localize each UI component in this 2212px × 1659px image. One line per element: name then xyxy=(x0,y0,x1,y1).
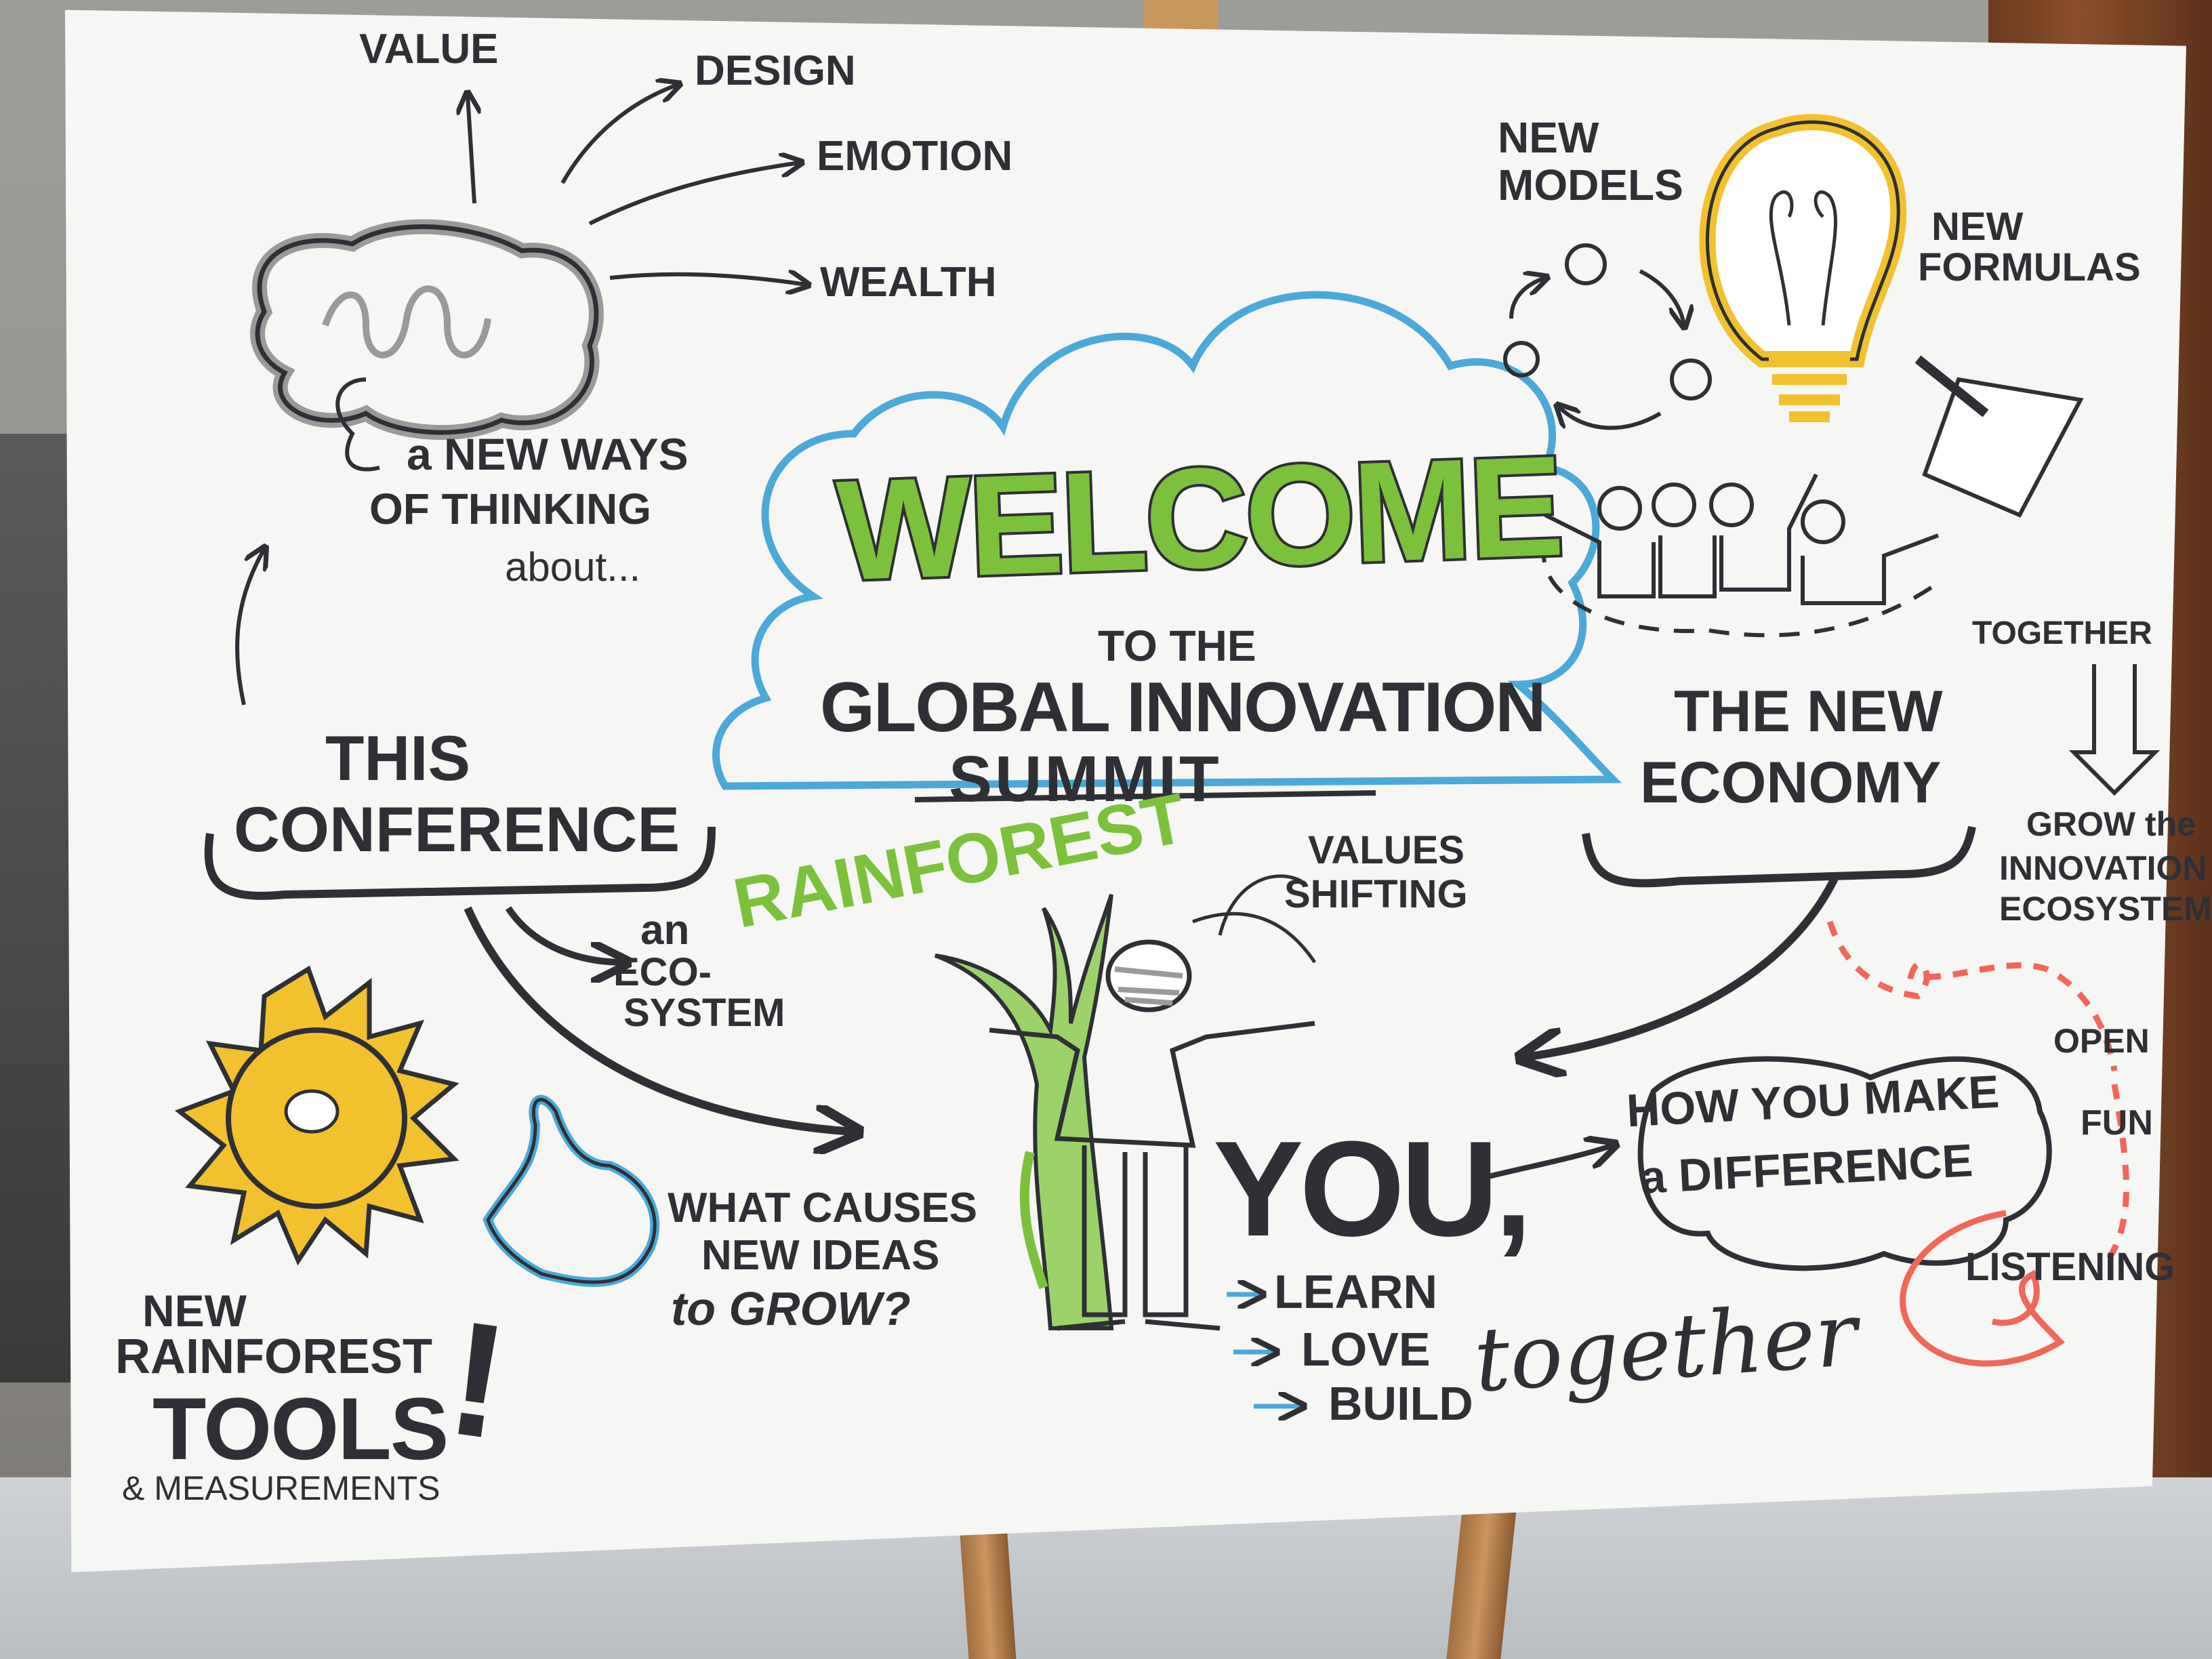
tools-line1: NEW xyxy=(142,1286,247,1336)
difference-fun: FUN xyxy=(2081,1103,2153,1143)
question-line1: WHAT CAUSES xyxy=(668,1185,977,1231)
new-models-line1: NEW xyxy=(1498,113,1599,162)
label-emotion: EMOTION xyxy=(817,133,1013,180)
thinking-line1: a NEW WAYS xyxy=(407,429,689,479)
summit-name-line2: SUMMIT xyxy=(949,743,1222,815)
arrow-to-emotion xyxy=(588,163,800,226)
you-love: LOVE xyxy=(1301,1323,1431,1376)
new-models-line2: MODELS xyxy=(1498,161,1683,209)
welcome-to-the: TO THE xyxy=(1098,621,1256,670)
conference-bracket xyxy=(204,826,716,900)
thinking-line2: OF THINKING xyxy=(369,485,651,533)
grow-line1: GROW the xyxy=(2026,805,2196,843)
label-design: DESIGN xyxy=(695,47,856,94)
values-shifting-line1: VALUES xyxy=(1308,828,1465,872)
arrow-to-wealth xyxy=(609,274,806,285)
new-formulas-line2: FORMULAS xyxy=(1918,245,2141,289)
eco-line3: SYSTEM xyxy=(623,991,785,1035)
together-arrow xyxy=(2068,664,2160,796)
tree-icon xyxy=(934,894,1114,1330)
grow-line3: ECOSYSTEM xyxy=(1999,890,2212,928)
cloud-outline xyxy=(712,291,1622,790)
summit-underline xyxy=(914,790,1376,802)
person-figure-icon xyxy=(989,874,1317,1331)
you-together: together xyxy=(1471,1282,1861,1412)
together-label: TOGETHER xyxy=(1972,615,2152,651)
difference-open: OPEN xyxy=(2053,1022,2150,1060)
eco-line1: an xyxy=(640,907,690,954)
eco-line2: ECO- xyxy=(613,950,712,994)
people-group-icon xyxy=(1541,473,1940,638)
label-value: VALUE xyxy=(359,26,499,73)
thinking-line3: about... xyxy=(505,544,641,590)
lightbulb-icon xyxy=(1699,114,1907,422)
new-economy-line1: THE NEW xyxy=(1674,679,1943,744)
arrow-to-value xyxy=(468,95,474,204)
new-economy-line2: ECONOMY xyxy=(1640,750,1942,815)
arrow-to-ecosystem xyxy=(505,906,623,962)
conference-line2: CONFERENCE xyxy=(234,794,680,865)
grow-line2: INNOVATION xyxy=(1999,849,2207,887)
question-line3: to GROW? xyxy=(671,1282,911,1335)
economy-bracket xyxy=(1582,825,1976,888)
paper-pencil-icon xyxy=(1914,355,2084,518)
sun-icon xyxy=(174,965,459,1266)
you-learn: LEARN xyxy=(1274,1265,1438,1318)
arrow-economy-to-difference xyxy=(1525,872,1841,1057)
question-line2: NEW IDEAS xyxy=(701,1232,940,1279)
welcome-title: WELCOME xyxy=(832,423,1566,613)
values-shifting-line2: SHIFTING xyxy=(1284,872,1468,916)
conference-line1: THIS xyxy=(325,722,471,794)
arrow-you-to-difference xyxy=(1477,1145,1613,1182)
easel-clip xyxy=(1144,0,1218,33)
hand-icon xyxy=(483,1094,660,1287)
arrow-to-you xyxy=(464,906,854,1132)
new-formulas-line1: NEW xyxy=(1931,205,2024,249)
coral-dotted-line xyxy=(2105,1084,2129,1263)
you-word: YOU, xyxy=(1213,1113,1532,1265)
coral-loop-top xyxy=(1826,920,2118,1071)
coral-loop-bottom xyxy=(1900,1210,2066,1367)
cycle-icon xyxy=(1503,243,1712,430)
tools-measurements: & MEASUREMENTS xyxy=(122,1469,441,1507)
difference-listening: LISTENING xyxy=(1965,1245,2175,1289)
tools-line3: TOOLS xyxy=(152,1379,449,1478)
arrow-conference-to-thinking xyxy=(235,549,264,705)
brain-icon xyxy=(250,219,604,472)
difference-bubble xyxy=(1637,1056,2052,1271)
label-wealth: WEALTH xyxy=(820,259,997,306)
you-build: BUILD xyxy=(1328,1377,1473,1430)
tools-line2: RAINFOREST xyxy=(115,1330,432,1384)
arrow-to-design xyxy=(560,85,678,184)
summit-name-line1: GLOBAL INNOVATION xyxy=(820,668,1547,747)
